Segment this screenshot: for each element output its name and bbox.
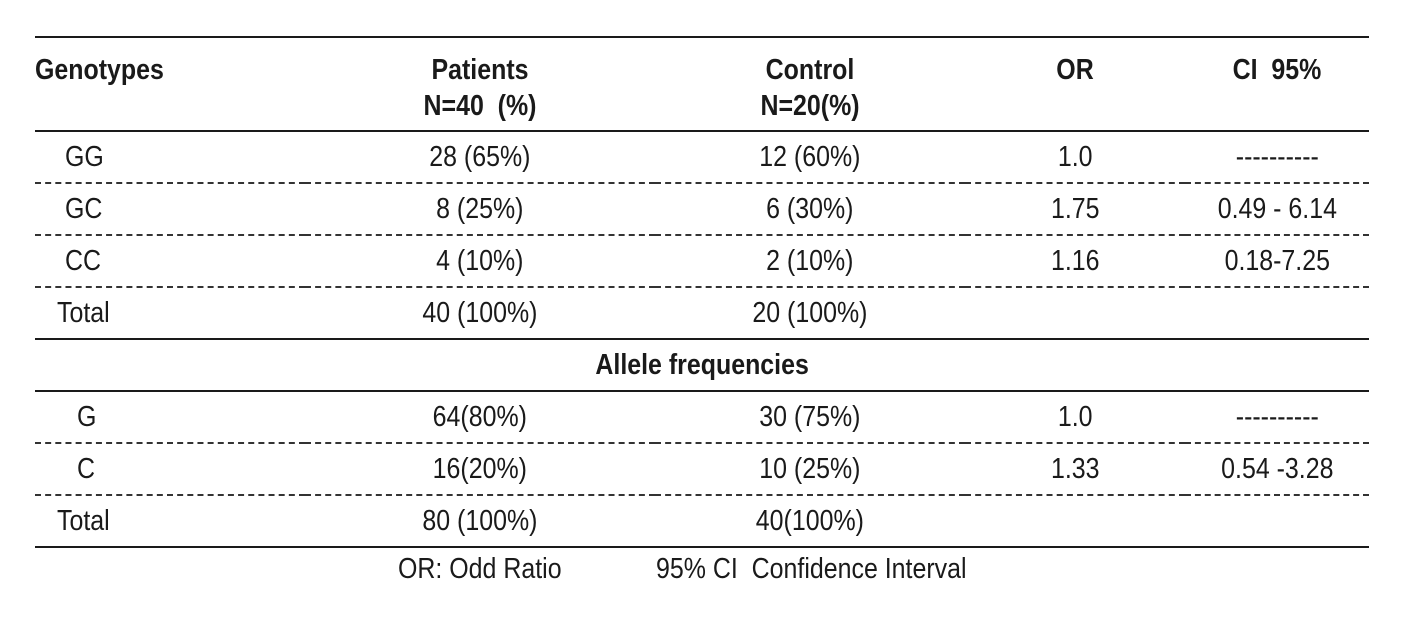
header-patients-title: Patients: [431, 54, 529, 86]
ci-cell: 0.54 -3.28: [1185, 443, 1369, 496]
patients-cell: 4 (10%): [305, 235, 655, 288]
ci-cell: 0.18-7.25: [1185, 235, 1369, 288]
control-cell: 40(100%): [655, 495, 965, 548]
row-label: CC: [35, 235, 305, 288]
header-or: OR: [980, 36, 1170, 132]
patients-cell: 64(80%): [305, 391, 655, 444]
table-row-total: Total 80 (100%) 40(100%): [35, 495, 1369, 548]
header-patients-count: N=40 (%): [423, 90, 537, 122]
genotype-table-container: Genotypes Patients N=40 (%) Control N=20…: [35, 36, 1369, 548]
table-row: C 16(20%) 10 (25%) 1.33 0.54 -3.28: [35, 443, 1369, 496]
row-label: Total: [35, 495, 305, 548]
ci-cell: [1185, 495, 1369, 548]
table-row-total: Total 40 (100%) 20 (100%): [35, 287, 1369, 340]
table-row: CC 4 (10%) 2 (10%) 1.16 0.18-7.25: [35, 235, 1369, 288]
patients-cell: 40 (100%): [305, 287, 655, 340]
or-cell: 1.75: [965, 183, 1185, 236]
patients-cell: 8 (25%): [305, 183, 655, 236]
footnote-ci: 95% CI Confidence Interval: [656, 553, 967, 585]
row-label: GC: [35, 183, 305, 236]
patients-cell: 28 (65%): [305, 131, 655, 184]
header-ci: CI 95%: [1197, 36, 1357, 132]
or-cell: [965, 495, 1185, 548]
header-control-count: N=20(%): [760, 90, 860, 122]
patients-cell: 16(20%): [305, 443, 655, 496]
row-label: Total: [35, 287, 305, 340]
ci-cell: [1185, 287, 1369, 340]
header-genotypes: Genotypes: [35, 36, 268, 132]
or-cell: 1.0: [965, 391, 1185, 444]
or-cell: [965, 287, 1185, 340]
ci-cell: ----------: [1185, 391, 1369, 444]
footnote-or: OR: Odd Ratio: [398, 553, 562, 585]
or-cell: 1.33: [965, 443, 1185, 496]
or-cell: 1.16: [965, 235, 1185, 288]
row-label: C: [35, 443, 305, 496]
table-row: GC 8 (25%) 6 (30%) 1.75 0.49 - 6.14: [35, 183, 1369, 236]
section-header-row: Allele frequencies: [35, 339, 1369, 392]
table-row: G 64(80%) 30 (75%) 1.0 ----------: [35, 391, 1369, 444]
table-row: GG 28 (65%) 12 (60%) 1.0 ----------: [35, 131, 1369, 184]
control-cell: 10 (25%): [655, 443, 965, 496]
control-cell: 6 (30%): [655, 183, 965, 236]
header-control-title: Control: [765, 54, 855, 86]
ci-cell: 0.49 - 6.14: [1185, 183, 1369, 236]
control-cell: 12 (60%): [655, 131, 965, 184]
genotype-allele-table: Genotypes Patients N=40 (%) Control N=20…: [35, 36, 1369, 548]
header-control: Control N=20(%): [676, 36, 944, 132]
table-header-row: Genotypes Patients N=40 (%) Control N=20…: [35, 36, 1369, 132]
ci-cell: ----------: [1185, 131, 1369, 184]
row-label: GG: [35, 131, 305, 184]
row-label: G: [35, 391, 305, 444]
header-patients: Patients N=40 (%): [329, 36, 631, 132]
control-cell: 2 (10%): [655, 235, 965, 288]
control-cell: 30 (75%): [655, 391, 965, 444]
control-cell: 20 (100%): [655, 287, 965, 340]
patients-cell: 80 (100%): [305, 495, 655, 548]
or-cell: 1.0: [965, 131, 1185, 184]
allele-frequencies-title: Allele frequencies: [35, 339, 1369, 392]
